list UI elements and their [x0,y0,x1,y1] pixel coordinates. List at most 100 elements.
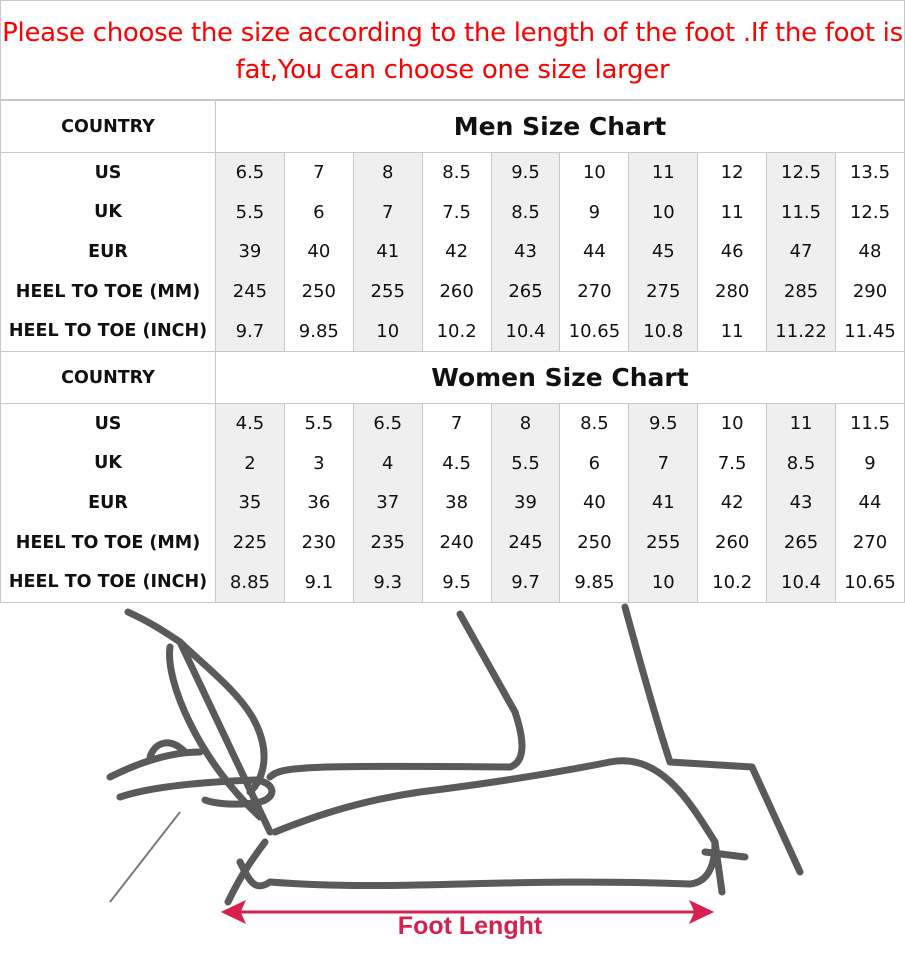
table-row: US 6.5 7 8 8.5 9.5 10 11 12 12.5 13.5 [0,152,905,193]
size-cell: 5.5 [215,192,285,233]
size-cell: 47 [766,232,837,272]
size-cell: 9 [559,192,630,233]
size-cell: 10.2 [697,562,768,603]
chart-title: Men Size Chart [215,100,905,153]
size-cell: 11.5 [835,403,905,444]
size-cell: 12 [697,152,768,193]
size-cell: 8.5 [559,403,630,444]
row-label: UK [0,192,216,233]
size-cell: 7 [352,192,423,233]
table-row: EUR 35 36 37 38 39 40 41 42 43 44 [0,483,905,523]
size-cell: 11 [628,152,699,193]
size-cell: 11.5 [766,192,837,233]
size-cell: 11 [697,192,768,233]
size-cell: 13.5 [835,152,905,193]
size-cell: 8.5 [766,443,837,484]
size-cell: 41 [628,483,699,523]
men-size-chart: COUNTRY Men Size Chart US 6.5 7 8 8.5 9.5 10 11 12… [0,100,905,352]
foot-length-arrow [220,899,715,925]
size-cell: 270 [559,271,630,312]
size-cell: 270 [835,522,905,563]
size-cell: 250 [283,271,354,312]
size-cell: 9.85 [559,562,630,603]
size-cell: 7 [421,403,492,444]
size-cell: 10 [628,562,699,603]
size-cell: 7 [628,443,699,484]
size-cell: 37 [352,483,423,523]
foot-length-label: Foot Lenght [397,912,543,940]
size-cell: 10 [628,192,699,233]
size-cell: 43 [766,483,837,523]
size-advice-title: Please choose the size according to the … [0,0,905,100]
size-cell: 280 [697,271,768,312]
size-cell: 9.1 [283,562,354,603]
size-cell: 285 [766,271,837,312]
row-label: EUR [0,232,216,272]
row-label: HEEL TO TOE (INCH) [0,311,216,352]
table-row: HEEL TO TOE (MM) 245 250 255 260 265 270 275 280… [0,271,905,312]
size-cell: 10.4 [490,311,561,352]
size-cell: 11 [766,403,837,444]
size-cell: 9.5 [490,152,561,193]
size-cell: 7 [283,152,354,193]
size-cell: 225 [215,522,285,563]
size-cell: 235 [352,522,423,563]
size-cell: 8 [490,403,561,444]
size-cell: 250 [559,522,630,563]
size-cell: 8.5 [490,192,561,233]
size-cell: 4 [352,443,423,484]
size-cell: 36 [283,483,354,523]
size-cell: 4.5 [421,443,492,484]
table-row: US 4.5 5.5 6.5 7 8 8.5 9.5 10 11 11.5 [0,403,905,444]
size-cell: 9.85 [283,311,354,352]
size-cell: 9 [835,443,905,484]
size-cell: 40 [559,483,630,523]
size-cell: 230 [283,522,354,563]
size-cell: 6.5 [215,152,285,193]
size-cell: 10.2 [421,311,492,352]
table-row: EUR 39 40 41 42 43 44 45 46 47 48 [0,232,905,272]
table-row: HEEL TO TOE (INCH) 8.85 9.1 9.3 9.5 9.7 9.85 10… [0,562,905,603]
size-cell: 265 [490,271,561,312]
size-cell: 255 [628,522,699,563]
size-cell: 255 [352,271,423,312]
row-label: EUR [0,483,216,523]
size-cell: 8 [352,152,423,193]
size-cell: 35 [215,483,285,523]
table-row: UK 2 3 4 4.5 5.5 6 7 7.5 8.5 9 [0,443,905,484]
size-cell: 2 [215,443,285,484]
size-cell: 8.5 [421,152,492,193]
size-cell: 5.5 [490,443,561,484]
size-cell: 11 [697,311,768,352]
size-cell: 7.5 [697,443,768,484]
size-cell: 11.45 [835,311,905,352]
size-cell: 10.8 [628,311,699,352]
size-cell: 38 [421,483,492,523]
row-label: UK [0,443,216,484]
size-cell: 240 [421,522,492,563]
size-cell: 245 [215,271,285,312]
size-cell: 44 [835,483,905,523]
size-cell: 245 [490,522,561,563]
size-cell: 8.85 [215,562,285,603]
size-cell: 12.5 [835,192,905,233]
size-cell: 44 [559,232,630,272]
row-label: US [0,403,216,444]
table-row: HEEL TO TOE (MM) 225 230 235 240 245 250 255 260… [0,522,905,563]
women-size-chart: COUNTRY Women Size Chart US 4.5 5.5 6.5 7 8 8.5 9… [0,351,905,603]
size-cell: 260 [421,271,492,312]
size-cell: 42 [421,232,492,272]
size-cell: 9.7 [490,562,561,603]
size-cell: 43 [490,232,561,272]
size-cell: 40 [283,232,354,272]
size-cell: 9.7 [215,311,285,352]
size-cell: 42 [697,483,768,523]
size-cell: 7.5 [421,192,492,233]
size-cell: 10 [697,403,768,444]
size-cell: 9.3 [352,562,423,603]
row-label: US [0,152,216,193]
size-cell: 260 [697,522,768,563]
size-cell: 6.5 [352,403,423,444]
size-cell: 265 [766,522,837,563]
size-cell: 275 [628,271,699,312]
